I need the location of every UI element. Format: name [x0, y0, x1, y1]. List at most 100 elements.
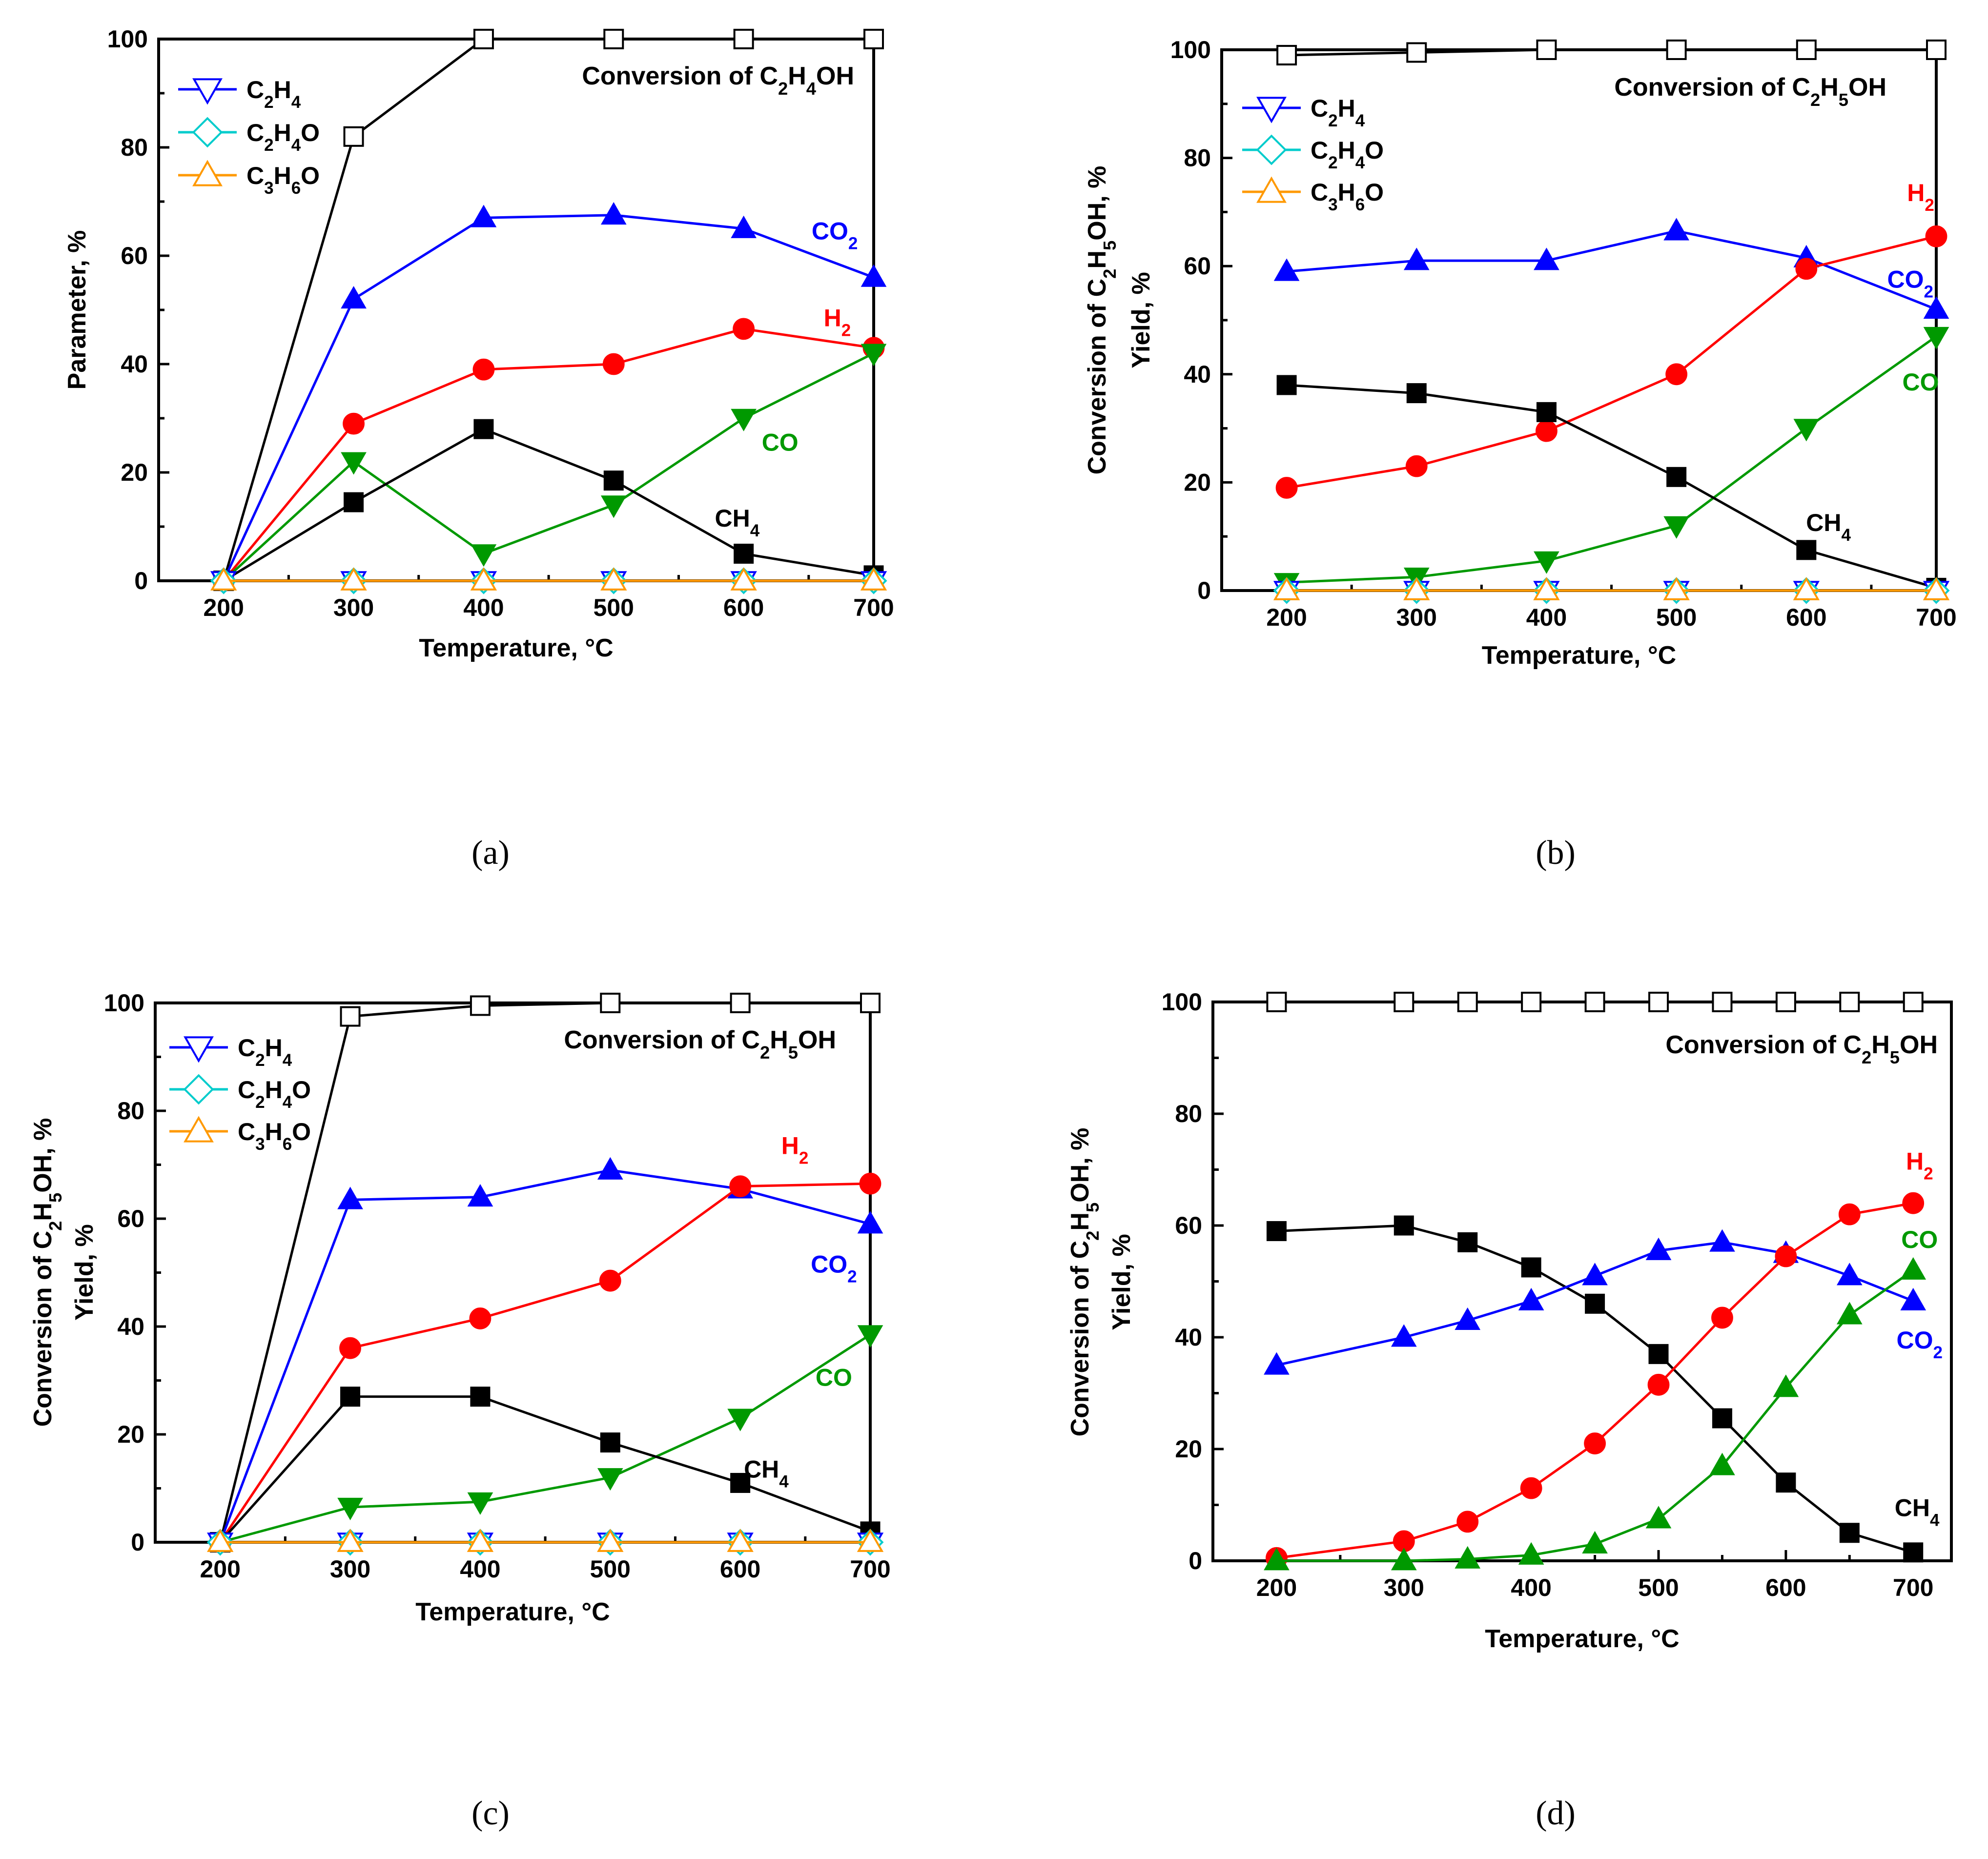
data-point [1266, 1221, 1287, 1241]
data-point [1264, 1352, 1290, 1375]
y-tick-label: 0 [134, 567, 148, 594]
data-point [1712, 992, 1733, 1012]
data-point [1276, 45, 1297, 66]
data-point [1903, 1542, 1924, 1563]
x-tick-label: 700 [853, 594, 894, 621]
series-label: H2 [1907, 179, 1934, 215]
data-point [1665, 363, 1688, 386]
x-tick-label: 600 [1765, 1574, 1806, 1601]
series-line [1286, 235, 1937, 489]
series-line [219, 1395, 871, 1543]
chart-panel-b: 0 20 40 60 80 100 200 300 400 500 600 700 Temperatur… [1083, 36, 1957, 872]
legend-marker [184, 1036, 214, 1063]
series-line [1287, 48, 1936, 57]
series-label: CH4 [1806, 509, 1851, 545]
y-tick-label: 40 [117, 1313, 144, 1340]
data-point [1536, 40, 1557, 60]
data-point [1276, 375, 1297, 395]
y-axis-title: Yield, % [1107, 1234, 1136, 1330]
x-tick-label: 700 [1916, 604, 1956, 631]
chart-panel-c: 0 20 40 60 80 100 200 300 400 500 600 700 Temperatur… [29, 989, 891, 1832]
data-point [337, 1186, 363, 1209]
data-point [730, 993, 751, 1013]
x-tick-label: 600 [1786, 604, 1826, 631]
data-point [1457, 992, 1478, 1012]
data-point [863, 29, 884, 49]
data-point [471, 544, 497, 567]
legend-marker [1256, 97, 1287, 123]
data-point [1536, 420, 1558, 442]
data-point [1406, 42, 1427, 63]
series-label: CO2 [1897, 1327, 1943, 1362]
series-label: CO2 [812, 218, 858, 253]
data-point [1709, 1452, 1735, 1475]
data-point [343, 412, 365, 435]
data-point [339, 1337, 361, 1359]
data-point [597, 1468, 623, 1491]
y-axis-title: Conversion of C2H5OH, % [29, 1118, 65, 1427]
x-tick-label: 300 [1396, 604, 1437, 631]
data-point [1394, 1215, 1414, 1236]
data-point [1536, 402, 1557, 422]
data-point [1585, 1293, 1605, 1314]
series-line [1276, 1224, 1914, 1554]
series-line [1286, 384, 1937, 589]
series-line [220, 1333, 871, 1544]
legend-marker [192, 117, 223, 148]
series-line [1276, 1269, 1914, 1562]
x-tick-label: 600 [720, 1555, 760, 1583]
series-label: CO [816, 1364, 852, 1391]
x-tick-label: 600 [723, 594, 764, 621]
data-point [1406, 383, 1427, 404]
data-point [1582, 1531, 1608, 1553]
data-point [470, 1387, 491, 1407]
data-point [1796, 540, 1817, 560]
chart-panel-d: 0 20 40 60 80 100 200 300 400 500 600 700 Temperatur… [1066, 988, 1953, 1832]
data-point [1266, 992, 1287, 1012]
data-point [1838, 1203, 1861, 1226]
data-point [861, 344, 887, 367]
data-point [597, 1157, 623, 1180]
chart-title: Conversion of C2H5OH [1614, 73, 1886, 110]
y-tick-label: 20 [117, 1421, 144, 1448]
data-point [1775, 1245, 1797, 1267]
chart-title: Conversion of C2H5OH [1665, 1031, 1938, 1067]
data-point [857, 1211, 883, 1234]
panel-label: (c) [471, 1795, 510, 1832]
data-point [1273, 577, 1300, 600]
data-point [600, 495, 627, 518]
data-point [1666, 40, 1687, 60]
legend-marker [1256, 134, 1287, 165]
y-tick-label: 0 [1189, 1547, 1202, 1574]
series-line [222, 214, 874, 582]
data-point [1518, 1287, 1544, 1310]
data-point [467, 1492, 493, 1515]
y-tick-label: 80 [1175, 1100, 1202, 1127]
y-tick-label: 100 [104, 989, 144, 1017]
data-point [600, 993, 621, 1013]
series-label: CH4 [744, 1455, 789, 1491]
series-label: H2 [781, 1132, 809, 1167]
data-point [1796, 40, 1817, 60]
data-point [733, 318, 755, 340]
y-tick-label: 40 [121, 350, 148, 378]
data-point [340, 567, 367, 591]
data-point [1663, 218, 1689, 241]
y-tick-label: 60 [1175, 1212, 1202, 1239]
data-point [727, 1409, 753, 1431]
y-tick-label: 40 [1175, 1324, 1202, 1351]
data-point [1584, 992, 1605, 1012]
y-tick-label: 80 [117, 1097, 144, 1124]
data-point [597, 1529, 624, 1552]
data-point [1391, 1324, 1417, 1347]
data-point [1405, 455, 1428, 477]
data-point [206, 1529, 234, 1552]
data-point [730, 567, 757, 591]
series-label: CO [1901, 1226, 1938, 1253]
data-point [1902, 1192, 1925, 1214]
y-axis-title: Conversion of C2H5OH, % [1083, 166, 1120, 475]
data-point [734, 544, 754, 564]
data-point [1534, 551, 1559, 574]
data-point [1923, 296, 1949, 319]
legend-marker [183, 1074, 214, 1105]
